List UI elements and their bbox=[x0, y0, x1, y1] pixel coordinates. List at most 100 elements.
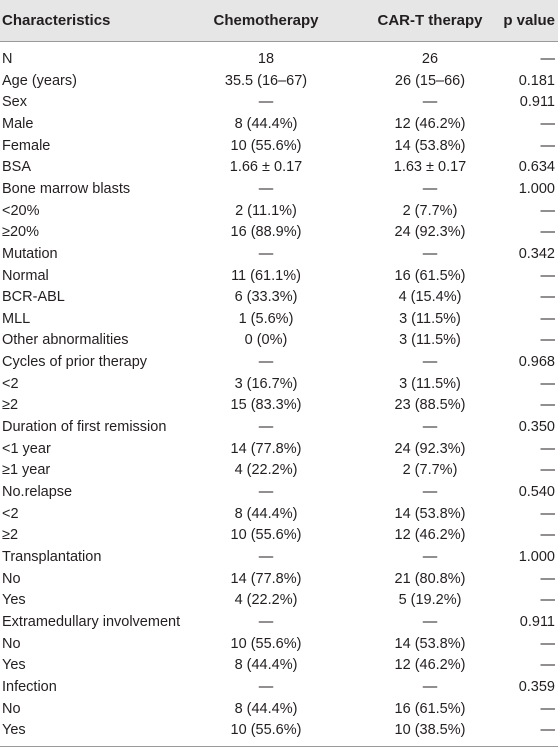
table-cell: — bbox=[540, 592, 556, 609]
row-label: Female bbox=[2, 137, 51, 154]
table-row: Age (years) 35.5 (16–67) 26 (15–66) 0.181 bbox=[0, 71, 558, 93]
table-row: Extramedullary involvement — — 0.911 bbox=[0, 612, 558, 634]
table-row: Infection — — 0.359 bbox=[0, 677, 558, 699]
table-cell: — bbox=[258, 354, 274, 371]
table-cell: 0.359 bbox=[518, 678, 555, 695]
table-row: Mutation — — 0.342 bbox=[0, 244, 558, 266]
table-cell: — bbox=[540, 657, 556, 674]
row-label: Other abnormalities bbox=[2, 332, 129, 349]
table-cell: — bbox=[540, 375, 556, 392]
table-cell: 10 (55.6%) bbox=[230, 722, 302, 739]
table-cell: 1 (5.6%) bbox=[238, 310, 294, 327]
header-cell: CAR-T therapy bbox=[377, 12, 483, 29]
table-row: Yes 4 (22.2%) 5 (19.2%) — bbox=[0, 590, 558, 612]
table-cell: — bbox=[422, 613, 438, 630]
table-cell: 0.634 bbox=[518, 159, 555, 176]
table-cell: — bbox=[540, 462, 556, 479]
table-row: BSA 1.66 ± 0.17 1.63 ± 0.17 0.634 bbox=[0, 157, 558, 179]
table-cell: — bbox=[540, 332, 556, 349]
table-row: MLL 1 (5.6%) 3 (11.5%) — bbox=[0, 309, 558, 331]
table-row: ≥1 year 4 (22.2%) 2 (7.7%) — bbox=[0, 460, 558, 482]
table-row: Normal 11 (61.1%) 16 (61.5%) — bbox=[0, 266, 558, 288]
table-cell: 0.540 bbox=[518, 484, 555, 500]
table-cell: 10 (55.6%) bbox=[230, 137, 302, 154]
table-row: Cycles of prior therapy — — 0.968 bbox=[0, 352, 558, 374]
row-label: <2 bbox=[2, 375, 19, 392]
table-row: BCR-ABL 6 (33.3%) 4 (15.4%) — bbox=[0, 287, 558, 309]
table-row: ≥20% 16 (88.9%) 24 (92.3%) — bbox=[0, 222, 558, 244]
table-row: Female 10 (55.6%) 14 (53.8%) — bbox=[0, 136, 558, 158]
row-label: ≥1 year bbox=[2, 462, 51, 479]
table-row: No 8 (44.4%) 16 (61.5%) — bbox=[0, 699, 558, 721]
table-row: Sex — — 0.911 bbox=[0, 92, 558, 114]
row-label: N bbox=[2, 51, 13, 67]
table-cell: 21 (80.8%) bbox=[394, 570, 466, 587]
bottom-rule bbox=[0, 746, 558, 747]
row-label: Yes bbox=[2, 592, 26, 609]
table-cell: 14 (77.8%) bbox=[230, 440, 302, 457]
table-cell: 18 bbox=[257, 51, 275, 67]
table-row: <2 8 (44.4%) 14 (53.8%) — bbox=[0, 504, 558, 526]
table-cell: 1.000 bbox=[518, 548, 555, 565]
table-cell: — bbox=[540, 267, 556, 284]
row-label: No.relapse bbox=[2, 484, 73, 500]
table-row: Transplantation — — 1.000 bbox=[0, 547, 558, 569]
table-row: ≥2 15 (83.3%) 23 (88.5%) — bbox=[0, 395, 558, 417]
header-cell: Chemotherapy bbox=[213, 12, 319, 29]
row-label: Duration of first remission bbox=[2, 419, 167, 436]
table-cell: 24 (92.3%) bbox=[394, 224, 466, 241]
table-cell: 35.5 (16–67) bbox=[224, 72, 308, 89]
row-label: MLL bbox=[2, 310, 31, 327]
table-cell: 11 (61.1%) bbox=[231, 267, 301, 284]
table-cell: 23 (88.5%) bbox=[394, 397, 466, 414]
row-label: Yes bbox=[2, 722, 26, 739]
row-label: Yes bbox=[2, 657, 26, 674]
table-cell: 8 (44.4%) bbox=[234, 657, 298, 674]
table-row: <2 3 (16.7%) 3 (11.5%) — bbox=[0, 374, 558, 396]
table-cell: — bbox=[258, 548, 274, 565]
row-label: Bone marrow blasts bbox=[2, 180, 131, 197]
table-cell: 5 (19.2%) bbox=[398, 592, 462, 609]
row-label: <20% bbox=[2, 202, 40, 219]
table-cell: 1.000 bbox=[518, 180, 555, 197]
table-row: N 18 26 — bbox=[0, 49, 558, 71]
table-cell: — bbox=[258, 484, 274, 500]
table-cell: 3 (11.5%) bbox=[399, 332, 461, 349]
table-cell: 8 (44.4%) bbox=[234, 700, 298, 717]
table-cell: 1.63 ± 0.17 bbox=[393, 159, 467, 176]
table-row: No 14 (77.8%) 21 (80.8%) — bbox=[0, 569, 558, 591]
table-cell: 4 (22.2%) bbox=[234, 462, 298, 479]
table-cell: 16 (61.5%) bbox=[394, 700, 466, 717]
table-cell: — bbox=[540, 570, 556, 587]
table-cell: — bbox=[540, 700, 556, 717]
table-cell: 2 (11.1%) bbox=[235, 202, 297, 219]
table-cell: 10 (38.5%) bbox=[394, 722, 466, 739]
header-row: Characteristics Chemotherapy CAR-T thera… bbox=[0, 0, 558, 42]
row-label: Mutation bbox=[2, 245, 58, 262]
table-cell: 10 (55.6%) bbox=[230, 635, 302, 652]
table-cell: 14 (53.8%) bbox=[394, 635, 466, 652]
row-label: BSA bbox=[2, 159, 32, 176]
table-row: Other abnormalities 0 (0%) 3 (11.5%) — bbox=[0, 330, 558, 352]
header-cell: p value bbox=[503, 12, 555, 29]
table-cell: — bbox=[422, 180, 438, 197]
row-label: ≥20% bbox=[2, 224, 39, 241]
table-cell: — bbox=[540, 505, 556, 522]
table-cell: 3 (11.5%) bbox=[399, 310, 461, 327]
table-cell: 10 (55.6%) bbox=[230, 527, 302, 544]
row-label: No bbox=[2, 570, 21, 587]
table-cell: 4 (22.2%) bbox=[234, 592, 298, 609]
row-label: Sex bbox=[2, 94, 27, 111]
row-label: Age (years) bbox=[2, 72, 77, 89]
table-cell: 0.911 bbox=[519, 94, 555, 111]
table-cell: 15 (83.3%) bbox=[230, 397, 302, 414]
table-cell: 3 (11.5%) bbox=[399, 375, 461, 392]
table-cell: 8 (44.4%) bbox=[234, 115, 298, 132]
table-cell: — bbox=[258, 613, 274, 630]
table-row: Yes 10 (55.6%) 10 (38.5%) — bbox=[0, 720, 558, 742]
table-cell: 14 (53.8%) bbox=[394, 137, 466, 154]
table-row: Duration of first remission — — 0.350 bbox=[0, 417, 558, 439]
table-cell: 0.181 bbox=[518, 72, 555, 89]
row-label: ≥2 bbox=[2, 527, 19, 544]
